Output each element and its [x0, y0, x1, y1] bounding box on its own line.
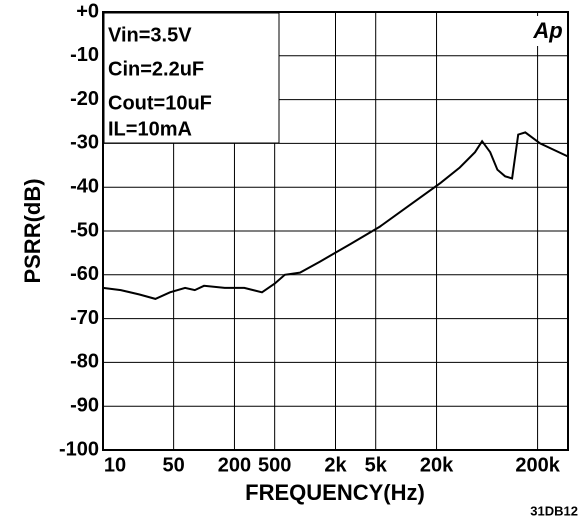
annotation: Cin=2.2uF — [108, 58, 204, 80]
x-tick-label: 5k — [365, 454, 388, 476]
y-tick-label: -40 — [70, 175, 99, 197]
x-tick-label: 10 — [104, 454, 126, 476]
y-tick-label: -70 — [70, 307, 99, 329]
y-tick-label: -10 — [70, 44, 99, 66]
x-tick-label: 200k — [515, 454, 560, 476]
x-tick-label: 500 — [258, 454, 291, 476]
lines — [102, 131, 569, 300]
y-axis-label: PSRR(dB) — [20, 178, 45, 283]
x-axis-label: FREQUENCY(Hz) — [245, 480, 425, 505]
footnote: 31DB12 — [530, 503, 578, 518]
logo-bg — [530, 16, 566, 46]
y-tick-label: +0 — [76, 0, 99, 22]
annotation: Cout=10uF — [108, 92, 212, 114]
x-tick-label: 20k — [420, 454, 454, 476]
y-tick-label: -80 — [70, 351, 99, 373]
y-tick-label: -90 — [70, 394, 99, 416]
y-tick-label: -60 — [70, 263, 99, 285]
logo: Ap — [532, 18, 562, 43]
x-tick-label: 2k — [324, 454, 347, 476]
y-tick-label: -50 — [70, 219, 99, 241]
data-line — [102, 131, 569, 300]
annotation: IL=10mA — [108, 118, 192, 140]
x-tick-label: 50 — [163, 454, 185, 476]
y-tick-label: -100 — [59, 438, 99, 460]
y-tick-label: -20 — [70, 88, 99, 110]
x-tick-label: 200 — [218, 454, 251, 476]
annotation: Vin=3.5V — [108, 24, 192, 46]
y-tick-label: -30 — [70, 132, 99, 154]
annotation-box — [103, 12, 280, 144]
